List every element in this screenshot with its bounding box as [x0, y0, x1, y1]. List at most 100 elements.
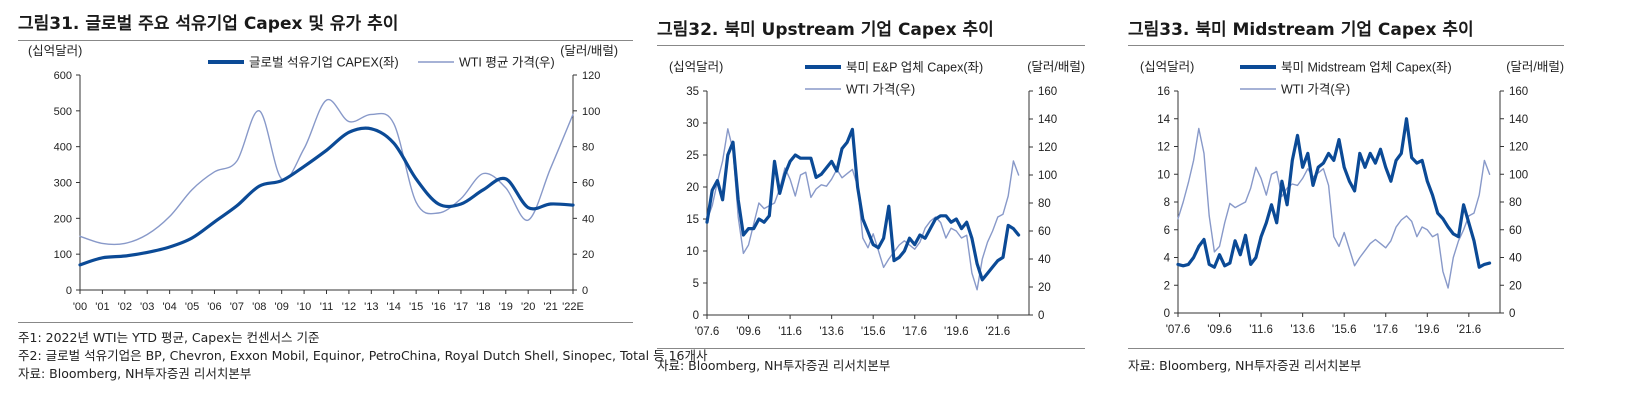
- title-underline: [1128, 45, 1564, 46]
- x-tick-label: '17.6: [1373, 324, 1398, 336]
- x-tick-label: '11.6: [778, 326, 802, 338]
- x-tick-label: '15.6: [1332, 324, 1357, 336]
- series-line-wti: [1177, 127, 1491, 289]
- y-left-tick-label: 15: [686, 214, 699, 226]
- x-tick-label: '09.6: [1207, 324, 1232, 336]
- y-right-tick-label: 80: [1038, 198, 1051, 210]
- y-left-axis-label: (십억달러): [669, 60, 723, 74]
- y-left-tick-label: 6: [1164, 225, 1170, 237]
- y-left-tick-label: 14: [1157, 114, 1170, 126]
- x-tick-label: '11.6: [1249, 324, 1273, 336]
- y-left-tick-label: 2: [1164, 280, 1170, 292]
- y-right-tick-label: 100: [1038, 170, 1057, 182]
- capex-oil-chart: 0 100 200 300 400 500 600 0 20 40 60 80 100 120 '00 '01…: [28, 44, 618, 313]
- y-right-tick-label: 120: [582, 70, 600, 82]
- x-tick-label: '05: [185, 301, 199, 313]
- legend-label: 북미 Midstream 업체 Capex(좌): [1281, 61, 1452, 75]
- x-tick-label: '06: [207, 301, 221, 313]
- y-left-tick-label: 30: [686, 118, 699, 130]
- x-tick-label: '15: [409, 301, 423, 313]
- x-tick-label: '12: [342, 301, 356, 313]
- source-note: 자료: Bloomberg, NH투자증권 리서치본부: [18, 366, 252, 381]
- x-tick-label: '13: [364, 301, 378, 313]
- source-note: 자료: Bloomberg, NH투자증권 리서치본부: [1128, 358, 1362, 373]
- y-right-tick-label: 40: [1509, 253, 1522, 265]
- x-tick-label: '14: [387, 301, 401, 313]
- x-tick-label: '21.6: [986, 326, 1011, 338]
- y-left-tick-label: 5: [693, 278, 699, 290]
- y-left-tick-label: 12: [1157, 142, 1170, 154]
- x-tick-label: '16: [431, 301, 445, 313]
- legend-label: WTI 가격(우): [846, 83, 915, 97]
- x-tick-label: '19: [499, 301, 513, 313]
- y-left-tick-label: 16: [1157, 86, 1170, 98]
- y-left-tick-label: 400: [54, 142, 72, 154]
- y-right-axis-label: (달러/배럴): [1506, 60, 1564, 74]
- chart-bottom-rule: [1128, 348, 1564, 349]
- y-left-tick-label: 8: [1164, 197, 1170, 209]
- y-right-axis-label: (달러/배럴): [560, 44, 618, 58]
- x-tick-label: '09: [275, 301, 289, 313]
- figure-title: 그림31. 글로벌 주요 석유기업 Capex 및 유가 추이: [18, 14, 399, 34]
- y-right-axis-label: (달러/배럴): [1027, 60, 1085, 74]
- footnote-1: 주1: 2022년 WTI는 YTD 평균, Capex는 컨센서스 기준: [18, 330, 320, 345]
- y-right-tick-label: 80: [582, 142, 594, 154]
- chart-bottom-rule: [657, 348, 1085, 349]
- x-tick-label: '18: [476, 301, 490, 313]
- y-left-axis-label: (십억달러): [1140, 60, 1194, 74]
- series-line-capex: [1176, 117, 1492, 269]
- y-right-tick-label: 60: [1509, 225, 1522, 237]
- y-right-tick-label: 100: [1509, 169, 1528, 181]
- y-left-tick-label: 0: [1164, 308, 1170, 320]
- legend-label: 글로벌 석유기업 CAPEX(좌): [249, 56, 399, 70]
- y-left-tick-label: 20: [686, 182, 699, 194]
- x-tick-label: '10: [297, 301, 311, 313]
- x-tick-label: '20: [521, 301, 535, 313]
- y-left-tick-label: 4: [1164, 253, 1171, 265]
- y-left-tick-label: 500: [54, 106, 72, 118]
- y-right-tick-label: 20: [582, 249, 594, 261]
- legend-label: WTI 가격(우): [1281, 83, 1350, 97]
- x-tick-label: '11: [320, 301, 334, 313]
- x-tick-label: '21.6: [1457, 324, 1482, 336]
- y-right-tick-label: 60: [1038, 226, 1051, 238]
- x-tick-label: '03: [140, 301, 154, 313]
- legend-label: 북미 E&P 업체 Capex(좌): [846, 61, 983, 75]
- y-left-tick-label: 25: [686, 150, 699, 162]
- x-tick-label: '21: [543, 301, 557, 313]
- y-right-tick-label: 40: [582, 213, 594, 225]
- x-tick-label: '07.6: [695, 326, 720, 338]
- y-left-axis-label: (십억달러): [28, 44, 82, 58]
- y-right-tick-label: 140: [1038, 114, 1057, 126]
- figure-title: 그림32. 북미 Upstream 기업 Capex 추이: [657, 20, 994, 40]
- upstream-capex-chart: 0 5 10 15 20 25 30 35 0 20 40 60 80 100 120 140 160 '07.6…: [669, 60, 1085, 338]
- y-right-tick-label: 160: [1509, 86, 1528, 98]
- x-tick-label: '19.6: [1415, 324, 1440, 336]
- legend-label: WTI 평균 가격(우): [459, 56, 555, 70]
- y-right-tick-label: 120: [1509, 142, 1528, 154]
- series-line-wti: [79, 98, 574, 246]
- y-left-tick-label: 200: [54, 213, 72, 225]
- series-line-capex: [705, 127, 1021, 282]
- y-left-tick-label: 10: [686, 246, 699, 258]
- y-right-tick-label: 20: [1509, 280, 1522, 292]
- x-tick-label: '19.6: [944, 326, 969, 338]
- x-tick-label: '08: [252, 301, 266, 313]
- source-note: 자료: Bloomberg, NH투자증권 리서치본부: [657, 358, 891, 373]
- y-right-tick-label: 0: [1509, 308, 1515, 320]
- y-left-tick-label: 10: [1157, 169, 1170, 181]
- x-tick-label: '07.6: [1166, 324, 1191, 336]
- y-left-tick-label: 35: [686, 86, 699, 98]
- y-right-tick-label: 20: [1038, 282, 1051, 294]
- x-tick-label: '04: [162, 301, 176, 313]
- y-left-tick-label: 0: [693, 310, 699, 322]
- figure-title: 그림33. 북미 Midstream 기업 Capex 추이: [1128, 20, 1474, 40]
- x-tick-label: '17.6: [902, 326, 927, 338]
- series-line-wti: [706, 128, 1020, 291]
- y-right-tick-label: 0: [582, 285, 588, 297]
- x-tick-label: '22E: [562, 301, 584, 313]
- chart-bottom-rule: [18, 322, 633, 323]
- y-left-tick-label: 0: [66, 285, 72, 297]
- x-tick-label: '17: [454, 301, 468, 313]
